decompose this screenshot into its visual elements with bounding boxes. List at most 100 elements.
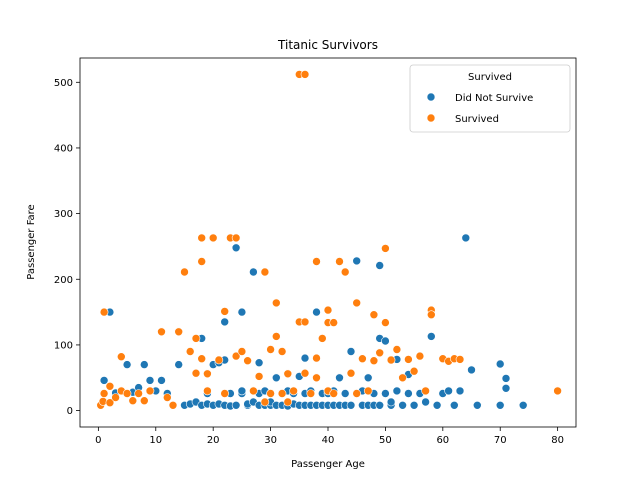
data-point-did-not-survive bbox=[271, 373, 281, 383]
legend-label-did-not-survive: Did Not Survive bbox=[455, 93, 533, 104]
x-tick-label: 60 bbox=[436, 435, 449, 446]
data-point-survived bbox=[99, 389, 109, 398]
data-point-survived bbox=[329, 318, 339, 327]
data-point-did-not-survive bbox=[398, 400, 407, 410]
x-axis-label: Passenger Age bbox=[291, 459, 365, 470]
data-point-survived bbox=[111, 393, 120, 402]
data-point-survived bbox=[214, 355, 224, 365]
data-point-survived bbox=[352, 298, 362, 308]
data-point-survived bbox=[392, 345, 402, 354]
data-point-survived bbox=[231, 233, 241, 243]
data-point-did-not-survive bbox=[231, 243, 241, 253]
data-point-did-not-survive bbox=[426, 332, 436, 341]
data-point-survived bbox=[289, 386, 298, 396]
data-point-survived bbox=[335, 257, 344, 266]
data-point-survived bbox=[415, 351, 425, 361]
data-point-survived bbox=[369, 356, 379, 366]
data-point-survived bbox=[180, 267, 189, 277]
data-point-survived bbox=[421, 386, 430, 396]
data-point-survived bbox=[352, 389, 362, 398]
data-point-survived bbox=[117, 352, 126, 362]
data-point-did-not-survive bbox=[220, 317, 229, 327]
x-tick-label: 10 bbox=[149, 435, 162, 446]
y-tick-label: 500 bbox=[54, 78, 73, 89]
x-tick-label: 30 bbox=[264, 435, 277, 446]
x-tick-label: 50 bbox=[379, 435, 392, 446]
data-point-survived bbox=[197, 257, 206, 266]
data-point-did-not-survive bbox=[99, 376, 109, 385]
data-point-survived bbox=[203, 386, 212, 396]
data-point-did-not-survive bbox=[381, 336, 390, 346]
data-point-survived bbox=[323, 305, 333, 315]
data-point-survived bbox=[220, 389, 229, 398]
data-point-did-not-survive bbox=[145, 376, 155, 385]
data-point-survived bbox=[105, 398, 115, 408]
data-point-survived bbox=[312, 257, 321, 266]
data-point-did-not-survive bbox=[346, 347, 356, 356]
data-point-survived bbox=[312, 353, 321, 363]
data-point-survived bbox=[128, 396, 138, 406]
data-point-survived bbox=[260, 267, 270, 277]
data-point-did-not-survive bbox=[237, 307, 247, 317]
data-point-did-not-survive bbox=[518, 400, 528, 410]
data-point-did-not-survive bbox=[495, 359, 505, 369]
data-point-survived bbox=[174, 327, 183, 337]
data-point-survived bbox=[220, 307, 229, 316]
y-axis: 0 100 200 300 400 500 bbox=[54, 78, 80, 417]
data-point-did-not-survive bbox=[335, 373, 344, 383]
data-point-survived bbox=[317, 334, 327, 343]
legend-marker-survived bbox=[426, 113, 436, 123]
data-point-survived bbox=[398, 373, 407, 383]
data-point-survived bbox=[369, 310, 379, 320]
data-point-did-not-survive bbox=[363, 373, 373, 383]
y-tick-label: 200 bbox=[54, 275, 73, 286]
data-point-survived bbox=[386, 355, 396, 365]
data-point-did-not-survive bbox=[346, 400, 356, 410]
data-point-survived bbox=[271, 332, 281, 341]
data-point-survived bbox=[358, 354, 367, 364]
data-point-survived bbox=[140, 396, 149, 406]
chart-title: Titanic Survivors bbox=[277, 38, 378, 52]
y-tick-label: 300 bbox=[54, 209, 73, 220]
x-tick-label: 0 bbox=[95, 435, 101, 446]
data-point-survived bbox=[283, 369, 293, 379]
data-point-did-not-survive bbox=[495, 400, 505, 410]
data-point-survived bbox=[197, 354, 206, 364]
data-point-survived bbox=[157, 327, 166, 337]
data-point-survived bbox=[168, 400, 178, 410]
data-point-did-not-survive bbox=[444, 386, 453, 396]
data-point-survived bbox=[283, 397, 293, 407]
data-point-survived bbox=[185, 347, 195, 356]
data-point-did-not-survive bbox=[432, 400, 442, 410]
legend-box bbox=[409, 64, 571, 133]
data-point-did-not-survive bbox=[140, 360, 149, 369]
data-point-survived bbox=[404, 355, 413, 364]
data-point-survived bbox=[553, 386, 562, 396]
data-point-survived bbox=[197, 233, 206, 243]
data-point-survived bbox=[260, 397, 270, 407]
data-point-survived bbox=[300, 70, 310, 79]
data-point-survived bbox=[381, 244, 390, 253]
data-point-survived bbox=[98, 397, 108, 406]
data-point-did-not-survive bbox=[300, 353, 310, 363]
data-point-survived bbox=[191, 334, 201, 343]
data-point-did-not-survive bbox=[404, 389, 413, 398]
data-point-did-not-survive bbox=[449, 400, 459, 410]
data-point-did-not-survive bbox=[455, 386, 465, 396]
data-point-survived bbox=[99, 307, 109, 317]
data-point-survived bbox=[409, 366, 419, 376]
data-point-survived bbox=[203, 369, 212, 379]
data-point-survived bbox=[243, 356, 252, 366]
data-point-survived bbox=[340, 267, 350, 277]
data-point-survived bbox=[145, 386, 155, 396]
data-point-did-not-survive bbox=[375, 261, 385, 270]
data-point-survived bbox=[277, 389, 287, 398]
data-point-survived bbox=[208, 233, 218, 243]
x-tick-label: 20 bbox=[207, 435, 220, 446]
data-point-survived bbox=[329, 389, 339, 398]
data-point-survived bbox=[363, 386, 373, 396]
data-point-survived bbox=[191, 368, 201, 378]
data-point-did-not-survive bbox=[461, 233, 471, 243]
data-point-did-not-survive bbox=[409, 400, 419, 410]
